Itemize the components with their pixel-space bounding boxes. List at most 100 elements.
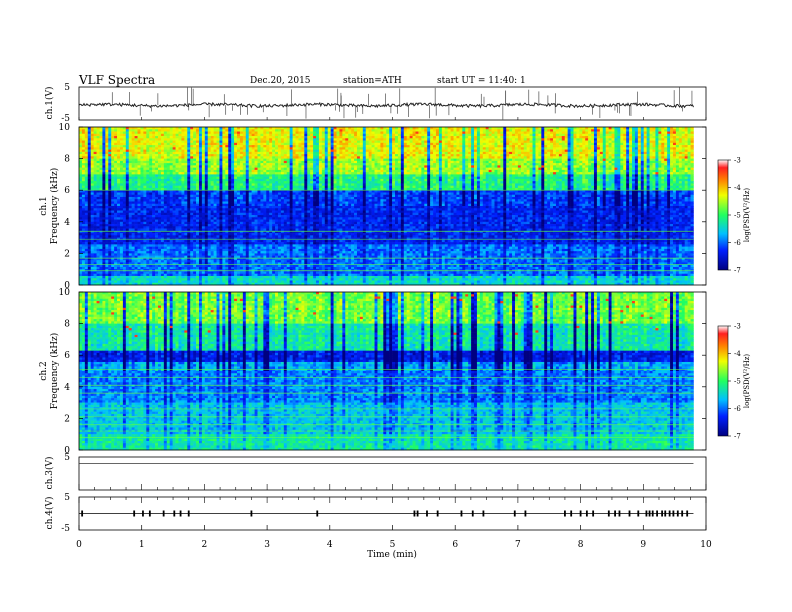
spectrogram-cell xyxy=(336,129,339,132)
spectrogram-cell xyxy=(117,143,120,146)
spectrogram-cell xyxy=(117,147,120,150)
spectrogram-cell xyxy=(509,129,512,132)
spectrogram-cell xyxy=(445,143,448,146)
spectrogram-cell xyxy=(398,147,401,150)
spectrogram-cell xyxy=(448,163,451,166)
spectrogram-cell xyxy=(459,136,462,139)
spectrogram-cell xyxy=(132,147,135,150)
spectrogram-cell xyxy=(176,138,179,141)
spectrogram-cell xyxy=(105,165,108,168)
spectrogram-cell xyxy=(252,161,255,164)
spectrogram-cell xyxy=(217,165,220,168)
spectrogram-cell xyxy=(421,136,424,139)
spectrogram-cell xyxy=(325,147,328,150)
spectrogram-cell xyxy=(217,134,220,137)
spectrogram-cell xyxy=(459,161,462,164)
spectrogram-cell xyxy=(146,154,149,157)
spectrogram-cell xyxy=(626,154,629,157)
spectrogram-cell xyxy=(79,141,82,144)
spectrogram-cell xyxy=(287,154,290,157)
spectrogram-cell xyxy=(120,143,123,146)
spectrogram-cell xyxy=(184,141,187,144)
spectrogram-cell xyxy=(527,154,530,157)
spectrogram-cell xyxy=(225,156,228,159)
spectrogram-cell xyxy=(512,147,515,150)
spectrogram-cell xyxy=(609,141,612,144)
spectrogram-cell xyxy=(415,147,418,150)
spectrogram-cell xyxy=(214,147,217,150)
spectrogram-cell xyxy=(372,159,375,162)
spectrogram-cell xyxy=(149,165,152,168)
spectrogram-cell xyxy=(427,147,430,150)
spectrogram-cell xyxy=(673,154,676,157)
spectrogram-cell xyxy=(597,136,600,139)
spectrogram-cell xyxy=(594,141,597,144)
spectrogram-cell xyxy=(632,163,635,166)
spectrogram-cell xyxy=(79,147,82,150)
spectrogram-cell xyxy=(149,163,152,166)
spectrogram-cell xyxy=(474,141,477,144)
spectrogram-cell xyxy=(559,161,562,164)
spectrogram-cell xyxy=(275,145,278,148)
spectrogram-cell xyxy=(319,138,322,141)
spectrogram-cell xyxy=(521,132,524,135)
spectrogram-cell xyxy=(530,134,533,137)
spectrogram-cell xyxy=(126,141,129,144)
spectrogram-cell xyxy=(661,143,664,146)
spectrogram-cell xyxy=(500,138,503,141)
spectrogram-cell xyxy=(658,150,661,153)
spectrogram-cell xyxy=(497,134,500,137)
spectrogram-cell xyxy=(211,161,214,164)
spectrogram-cell xyxy=(117,129,120,132)
spectrogram-cell xyxy=(138,156,141,159)
spectrogram-cell xyxy=(383,161,386,164)
spectrogram-cell xyxy=(211,145,214,148)
spectrogram-cell xyxy=(410,132,413,135)
spectrogram-cell xyxy=(111,138,114,141)
spectrogram-cell xyxy=(196,145,199,148)
spectrogram-cell xyxy=(126,163,129,166)
spectrogram-cell xyxy=(588,145,591,148)
spectrogram-cell xyxy=(670,143,673,146)
spectrogram-cell xyxy=(298,152,301,155)
spectrogram-cell xyxy=(249,163,252,166)
spectrogram-cell xyxy=(541,156,544,159)
spectrogram-cell xyxy=(614,132,617,135)
spectrogram-cell xyxy=(404,154,407,157)
spectrogram-cell xyxy=(644,145,647,148)
spectrogram-cell xyxy=(328,154,331,157)
spectrogram-cell xyxy=(114,134,117,137)
spectrogram-cell xyxy=(132,159,135,162)
spectrogram-cell xyxy=(573,159,576,162)
spectrogram-cell xyxy=(202,129,205,132)
spectrogram-cell xyxy=(255,159,258,162)
spectrogram-cell xyxy=(544,129,547,132)
spectrogram-cell xyxy=(132,163,135,166)
spectrogram-cell xyxy=(158,152,161,155)
spectrogram-cell xyxy=(377,159,380,162)
spectrogram-cell xyxy=(398,143,401,146)
spectrogram-cell xyxy=(401,147,404,150)
spectrogram-cell xyxy=(208,165,211,168)
spectrogram-cell xyxy=(512,129,515,132)
spectrogram-cell xyxy=(231,141,234,144)
spectrogram-cell xyxy=(606,141,609,144)
spectrogram-cell xyxy=(465,134,468,137)
spectrogram-cell xyxy=(164,156,167,159)
spectrogram-cell xyxy=(641,134,644,137)
spectrogram-cell xyxy=(620,138,623,141)
spectrogram-cell xyxy=(266,156,269,159)
spectrogram-cell xyxy=(585,136,588,139)
spectrogram-cell xyxy=(439,163,442,166)
spectrogram-cell xyxy=(375,152,378,155)
spectrogram-cell xyxy=(199,129,202,132)
spectrogram-cell xyxy=(556,147,559,150)
spectrogram-cell xyxy=(325,141,328,144)
spectrogram-cell xyxy=(585,145,588,148)
spectrogram-cell xyxy=(421,156,424,159)
spectrogram-cell xyxy=(231,154,234,157)
spectrogram-cell xyxy=(234,141,237,144)
spectrogram-cell xyxy=(375,159,378,162)
spectrogram-cell xyxy=(336,163,339,166)
spectrogram-cell xyxy=(667,134,670,137)
